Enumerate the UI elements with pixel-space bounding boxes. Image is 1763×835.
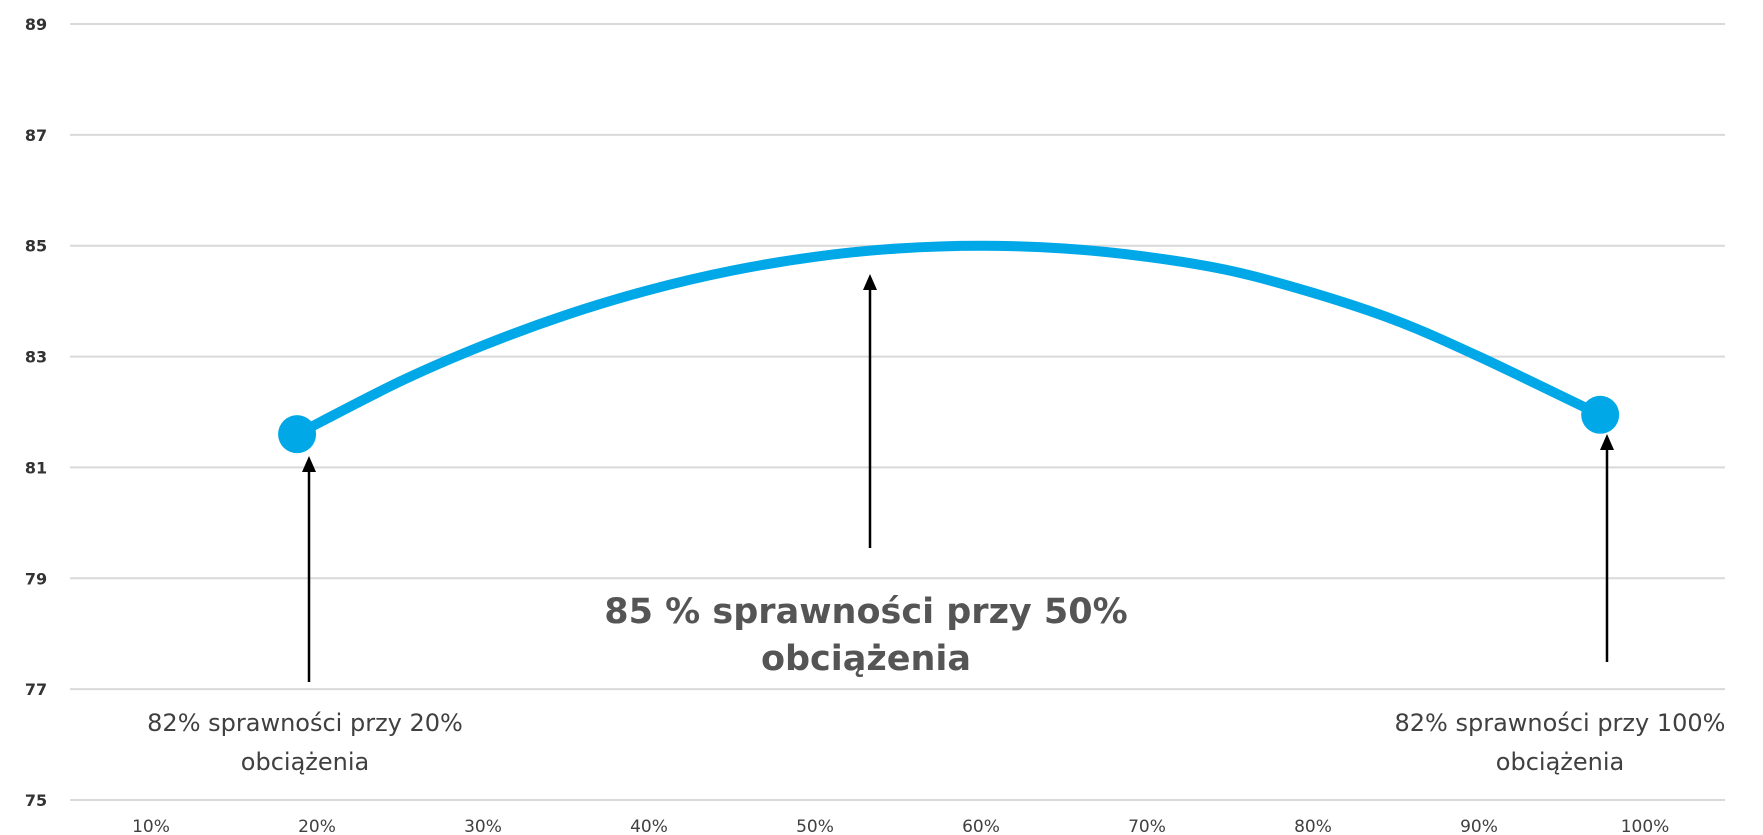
data-point-marker-left	[278, 415, 317, 454]
x-tick-label: 80%	[1294, 817, 1332, 835]
y-axis-tick-labels: 75 77 79 81 83 85 87 89	[25, 15, 47, 810]
annotation-left-line-2: obciążenia	[241, 748, 369, 776]
series-line-group	[278, 240, 1620, 454]
arrow-right-head	[1600, 434, 1614, 450]
y-tick-label: 89	[25, 15, 47, 34]
annotation-center: 85 % sprawności przy 50% obciążenia	[604, 592, 1127, 679]
x-tick-label: 70%	[1128, 817, 1166, 835]
x-tick-label: 100%	[1621, 817, 1670, 835]
annotation-right-line-1: 82% sprawności przy 100%	[1395, 709, 1726, 737]
x-tick-label: 60%	[962, 817, 1000, 835]
x-axis-tick-labels: 10% 20% 30% 40% 50% 60% 70% 80% 90% 100%	[132, 817, 1669, 835]
x-tick-label: 30%	[464, 817, 502, 835]
annotation-right-line-2: obciążenia	[1496, 748, 1624, 776]
y-tick-label: 83	[25, 348, 47, 367]
y-tick-label: 77	[25, 680, 47, 699]
arrow-center	[863, 274, 877, 548]
y-tick-label: 75	[25, 791, 47, 810]
y-tick-label: 79	[25, 569, 47, 588]
arrow-right	[1600, 434, 1614, 662]
x-tick-label: 90%	[1460, 817, 1498, 835]
arrow-center-head	[863, 274, 877, 290]
annotation-right: 82% sprawności przy 100% obciążenia	[1395, 709, 1726, 776]
annotation-left-line-1: 82% sprawności przy 20%	[147, 709, 463, 737]
annotation-center-line-1: 85 % sprawności przy 50%	[604, 592, 1127, 632]
y-tick-label: 87	[25, 126, 47, 145]
gridlines	[70, 23, 1725, 801]
y-tick-label: 85	[25, 237, 47, 256]
arrow-left-head	[302, 456, 316, 472]
data-point-marker-right	[1581, 395, 1620, 434]
x-tick-label: 50%	[796, 817, 834, 835]
annotation-left: 82% sprawności przy 20% obciążenia	[147, 709, 463, 776]
annotation-center-line-2: obciążenia	[761, 639, 971, 679]
annotation-arrows	[302, 274, 1614, 682]
x-tick-label: 20%	[298, 817, 336, 835]
efficiency-series-line	[292, 240, 1606, 440]
x-tick-label: 10%	[132, 817, 170, 835]
y-tick-label: 81	[25, 458, 47, 477]
arrow-left	[302, 456, 316, 682]
x-tick-label: 40%	[630, 817, 668, 835]
